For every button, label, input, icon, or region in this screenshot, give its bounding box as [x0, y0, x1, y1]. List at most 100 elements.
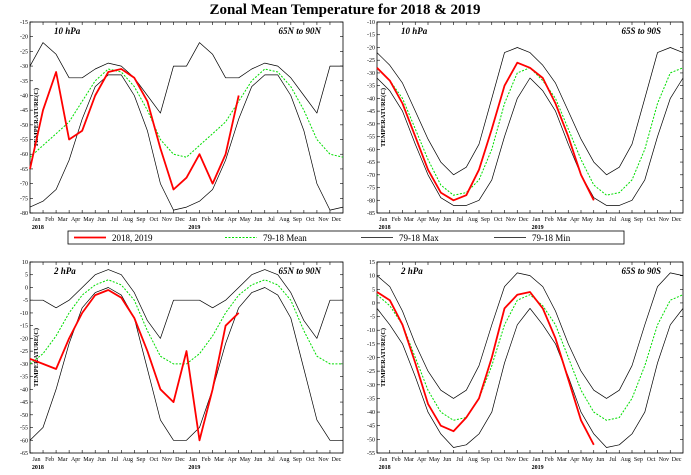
legend-label-max: 79-18 Max: [399, 233, 439, 243]
y-tick-label: -60: [20, 438, 28, 444]
year-label: 2018: [379, 225, 391, 231]
month-label: Sep: [293, 217, 302, 223]
month-label: Jul: [609, 457, 616, 463]
month-label: Jan: [33, 457, 41, 463]
y-tick-label: -75: [367, 186, 375, 192]
y-axis-label: TEMPERATURE(C): [33, 88, 40, 147]
month-label: Apr: [417, 217, 426, 223]
y-axis-label: TEMPERATURE(C): [33, 328, 40, 387]
panel-3: -65-60-55-50-45-40-35-30-25-20-15-10-505…: [20, 260, 344, 471]
y-axis-label: TEMPERATURE(C): [380, 328, 387, 387]
month-label: Mar: [557, 217, 567, 223]
month-label: Mar: [214, 217, 224, 223]
month-label: Jul: [609, 217, 616, 223]
month-label: Dec: [672, 217, 682, 223]
month-label: Oct: [494, 457, 503, 463]
month-label: May: [83, 217, 94, 223]
y-tick-label: -50: [20, 123, 28, 129]
month-label: Dec: [175, 217, 185, 223]
series-min: [29, 74, 344, 211]
y-tick-label: -40: [20, 387, 28, 393]
y-tick-label: -5: [23, 298, 28, 304]
series-max: [376, 47, 684, 176]
y-tick-label: -25: [20, 49, 28, 55]
month-label: Jun: [254, 457, 262, 463]
y-tick-label: -75: [20, 196, 28, 202]
month-label: Nov: [162, 217, 172, 223]
month-label: Jul: [268, 217, 275, 223]
month-label: Feb: [202, 457, 211, 463]
y-tick-label: -45: [20, 108, 28, 114]
month-label: Jan: [532, 457, 540, 463]
y-tick-label: -20: [20, 35, 28, 41]
y-tick-label: -50: [20, 413, 28, 419]
series-obs: [29, 289, 240, 442]
month-label: Mar: [58, 457, 68, 463]
y-tick-label: -10: [20, 311, 28, 317]
y-tick-label: -15: [367, 342, 375, 348]
series-obs: [376, 61, 595, 202]
month-label: Feb: [545, 457, 554, 463]
month-label: Feb: [392, 217, 401, 223]
y-tick-label: -55: [20, 138, 28, 144]
month-label: Sep: [634, 217, 643, 223]
month-label: Oct: [150, 457, 159, 463]
month-label: Oct: [150, 217, 159, 223]
y-tick-label: -5: [370, 315, 375, 321]
y-tick-label: -50: [367, 437, 375, 443]
month-label: Apr: [227, 217, 236, 223]
y-tick-label: -25: [20, 349, 28, 355]
panel-2: -85 -80 -75 -70 -65 -60 -55 -50 -45 -40 -35 -30 -25 -…: [367, 20, 684, 231]
y-tick-label: -55: [367, 135, 375, 141]
y-tick-label: -30: [20, 64, 28, 70]
month-label: Nov: [162, 457, 172, 463]
y-tick-label: -60: [20, 152, 28, 158]
y-tick-label: -25: [367, 58, 375, 64]
month-label: Dec: [332, 457, 342, 463]
year-label: 2018: [32, 225, 44, 231]
y-tick-label: -45: [367, 424, 375, 430]
month-label: Nov: [506, 217, 516, 223]
y-tick-label: -10: [367, 328, 375, 334]
month-label: Nov: [659, 217, 669, 223]
month-label: Sep: [136, 457, 145, 463]
month-label: Apr: [71, 457, 80, 463]
y-tick-label: -65: [367, 160, 375, 166]
series-mean: [29, 68, 344, 158]
y-tick-label: 0: [372, 301, 375, 307]
series-max: [29, 42, 343, 114]
pressure-level-label: 2 hPa: [53, 266, 76, 276]
y-tick-label: -10: [367, 20, 375, 26]
figure-title: Zonal Mean Temperature for 2018 & 2019: [209, 2, 480, 18]
y-tick-label: -70: [20, 182, 28, 188]
series-max: [376, 272, 684, 399]
month-label: May: [582, 217, 593, 223]
series-mean: [29, 279, 343, 365]
month-label: Mar: [214, 457, 224, 463]
month-label: Mar: [58, 217, 68, 223]
y-tick-label: -60: [367, 147, 375, 153]
month-label: Jan: [532, 217, 540, 223]
y-tick-label: -25: [367, 369, 375, 375]
year-label: 2018: [32, 465, 44, 471]
legend-label-min: 79-18 Min: [532, 233, 571, 243]
y-tick-label: -40: [367, 96, 375, 102]
month-label: Jan: [33, 217, 41, 223]
panel-4: -55-50-45-40-35-30-25-20-15-10-5051015Ja…: [367, 260, 684, 471]
month-label: Sep: [634, 457, 643, 463]
month-label: Aug: [279, 457, 289, 463]
month-label: Sep: [293, 457, 302, 463]
month-label: Aug: [279, 217, 289, 223]
y-tick-label: -35: [20, 79, 28, 85]
month-label: Dec: [672, 457, 682, 463]
series-min: [376, 77, 684, 206]
legend-box: [67, 230, 625, 245]
series-mean: [376, 294, 684, 421]
month-label: Dec: [519, 457, 529, 463]
y-tick-label: 5: [25, 273, 28, 279]
plot-frame: [376, 261, 684, 454]
month-label: Mar: [404, 457, 414, 463]
month-label: Apr: [417, 457, 426, 463]
y-tick-label: 10: [22, 260, 28, 266]
month-label: Oct: [494, 217, 503, 223]
